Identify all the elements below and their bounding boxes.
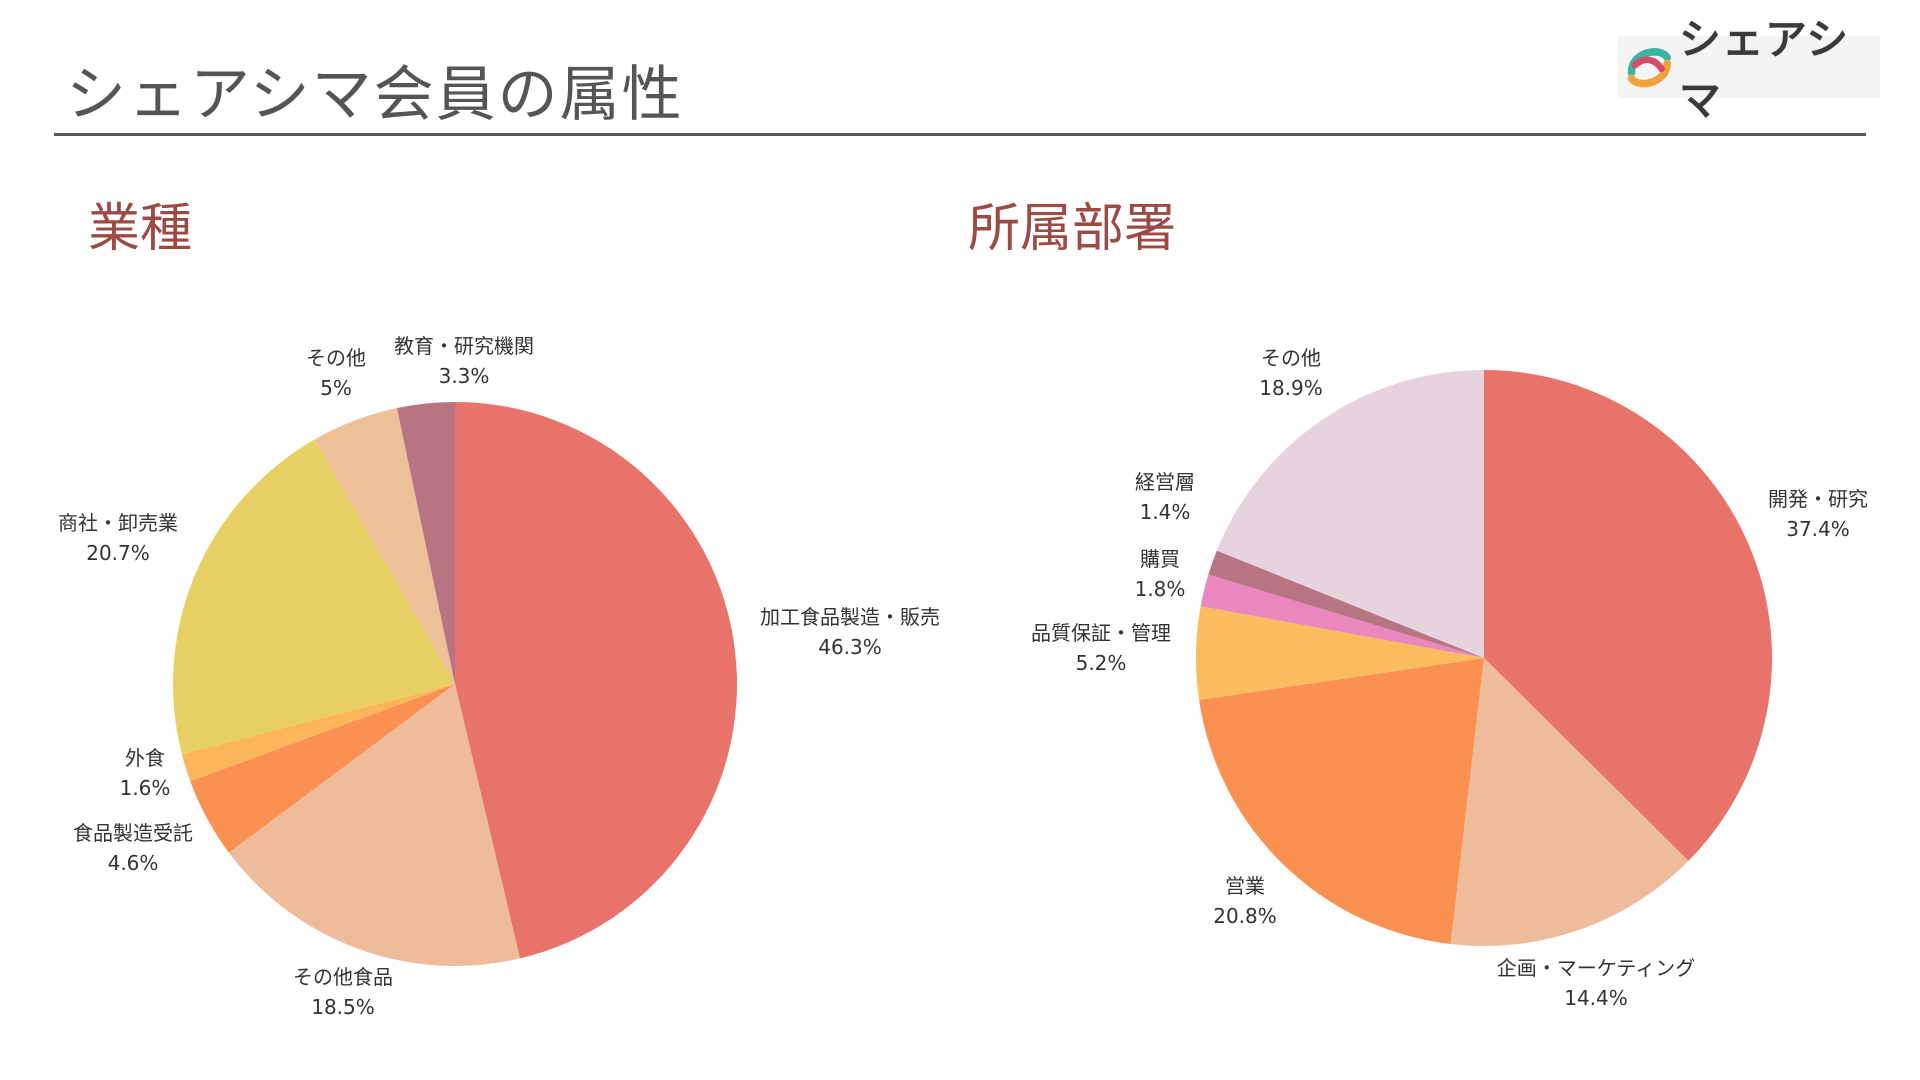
pie-slice	[173, 439, 455, 755]
slice-value-label: 1.4%	[1140, 500, 1191, 524]
pie-slice	[455, 402, 737, 959]
pie-slice	[1208, 550, 1484, 658]
slice-value-label: 1.8%	[1135, 577, 1186, 601]
slice-label: その他	[306, 346, 366, 370]
chart-title-industry: 業種	[88, 199, 193, 259]
slice-value-label: 5%	[320, 376, 352, 400]
slice-label: 企画・マーケティング	[1497, 956, 1695, 980]
pie-0	[173, 402, 737, 966]
title-divider	[54, 133, 1866, 136]
pie-slice	[1196, 606, 1484, 700]
slice-value-label: 37.4%	[1786, 517, 1850, 541]
pie-slice	[1199, 658, 1484, 945]
chart-title-department: 所属部署	[968, 199, 1177, 259]
pie-slice	[1484, 370, 1772, 861]
pie-slice	[181, 684, 455, 782]
slice-label: 外食	[125, 746, 165, 770]
pie-slice	[190, 684, 456, 853]
slice-value-label: 18.9%	[1259, 376, 1323, 400]
pie-slice	[1450, 658, 1689, 946]
logo-swirl-icon	[1627, 48, 1672, 88]
page-title: シェアシマ会員の属性	[66, 60, 684, 130]
slice-value-label: 18.5%	[311, 995, 375, 1019]
slice-label: 営業	[1225, 874, 1265, 898]
pie-slice	[1200, 574, 1484, 658]
slice-label: 加工食品製造・販売	[760, 605, 940, 629]
slice-value-label: 20.8%	[1213, 904, 1277, 928]
slice-value-label: 5.2%	[1076, 651, 1127, 675]
slice-label: 経営層	[1135, 470, 1195, 494]
slice-value-label: 46.3%	[818, 635, 882, 659]
pie-1	[1196, 370, 1772, 946]
pie-slice	[396, 402, 455, 684]
slice-label: その他	[1261, 346, 1321, 370]
slice-label: 開発・研究	[1768, 487, 1868, 511]
pie-slice	[1216, 370, 1484, 658]
slice-value-label: 4.6%	[108, 851, 159, 875]
slice-label: 商社・卸売業	[58, 511, 178, 535]
slice-value-label: 3.3%	[439, 364, 490, 388]
slice-label: 購買	[1140, 547, 1180, 571]
slice-value-label: 20.7%	[86, 541, 150, 565]
slice-value-label: 14.4%	[1564, 986, 1628, 1010]
slice-label: 品質保証・管理	[1031, 621, 1171, 645]
pie-slice	[314, 408, 455, 684]
slice-label: 食品製造受託	[73, 821, 193, 845]
sharesima-logo: シェアシマ	[1618, 15, 1880, 125]
slice-value-label: 1.6%	[120, 776, 171, 800]
logo-text: シェアシマ	[1678, 15, 1850, 125]
pie-slice	[228, 684, 520, 966]
slice-label: 教育・研究機関	[394, 334, 534, 358]
slice-label: その他食品	[293, 965, 393, 989]
